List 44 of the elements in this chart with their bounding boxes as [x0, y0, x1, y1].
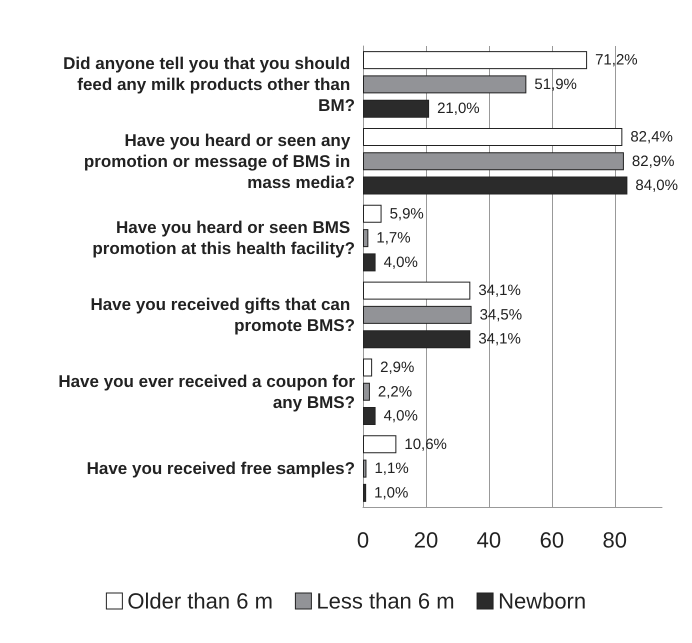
x-tick-label: 40	[476, 528, 502, 552]
bar	[363, 204, 382, 223]
data-label: 82,4%	[630, 128, 673, 146]
legend-label: Newborn	[498, 588, 586, 614]
data-label: 34,1%	[478, 282, 521, 300]
y-tick-label: Have you heard or seen BMS promotion at this health facility?	[92, 218, 355, 258]
bar	[363, 330, 470, 348]
bar	[363, 435, 396, 454]
bar	[363, 407, 376, 426]
legend-label: Older than 6 m	[127, 588, 273, 614]
data-label: 5,9%	[390, 205, 424, 222]
bar	[363, 51, 588, 70]
data-label: 2,9%	[380, 358, 414, 376]
data-label: 71,2%	[595, 52, 638, 69]
data-label: 4,0%	[384, 408, 418, 425]
data-label: 2,2%	[378, 383, 412, 400]
bar	[363, 253, 376, 272]
y-tick-label: Have you heard or seen any promotion or message of BMS in mass media?	[84, 130, 355, 192]
data-label: 21,0%	[437, 100, 480, 118]
x-tick-label: 0	[356, 528, 370, 552]
data-label: 34,5%	[480, 306, 522, 324]
y-tick-label: Did anyone tell you that you should feed any milk products other than BM?	[63, 54, 355, 115]
bar	[363, 176, 628, 195]
y-tick-label: Have you ever received a coupon for any BMS?	[58, 372, 356, 412]
data-label: 4,0%	[384, 254, 418, 271]
x-tick-label: 80	[602, 528, 628, 552]
y-tick-label: Have you received free samples?	[86, 459, 355, 478]
x-tick-label: 20	[414, 528, 438, 552]
data-label: 1,1%	[374, 460, 409, 478]
bar	[363, 100, 430, 118]
data-label: 51,9%	[534, 76, 577, 93]
bar	[363, 358, 372, 376]
data-label: 84,0%	[635, 177, 678, 194]
bar	[363, 128, 622, 146]
data-label: 82,9%	[632, 152, 674, 170]
data-label: 1,0%	[374, 484, 408, 502]
y-tick-label: Have you received gifts that can promote BMS?	[90, 294, 355, 335]
data-label: 34,1%	[478, 330, 521, 348]
bar	[363, 282, 470, 300]
x-tick-label: 60	[540, 528, 564, 552]
bar	[363, 484, 366, 502]
data-label: 1,7%	[376, 230, 411, 247]
legend-label: Less than 6 m	[316, 588, 455, 614]
data-label: 10,6%	[404, 436, 447, 453]
